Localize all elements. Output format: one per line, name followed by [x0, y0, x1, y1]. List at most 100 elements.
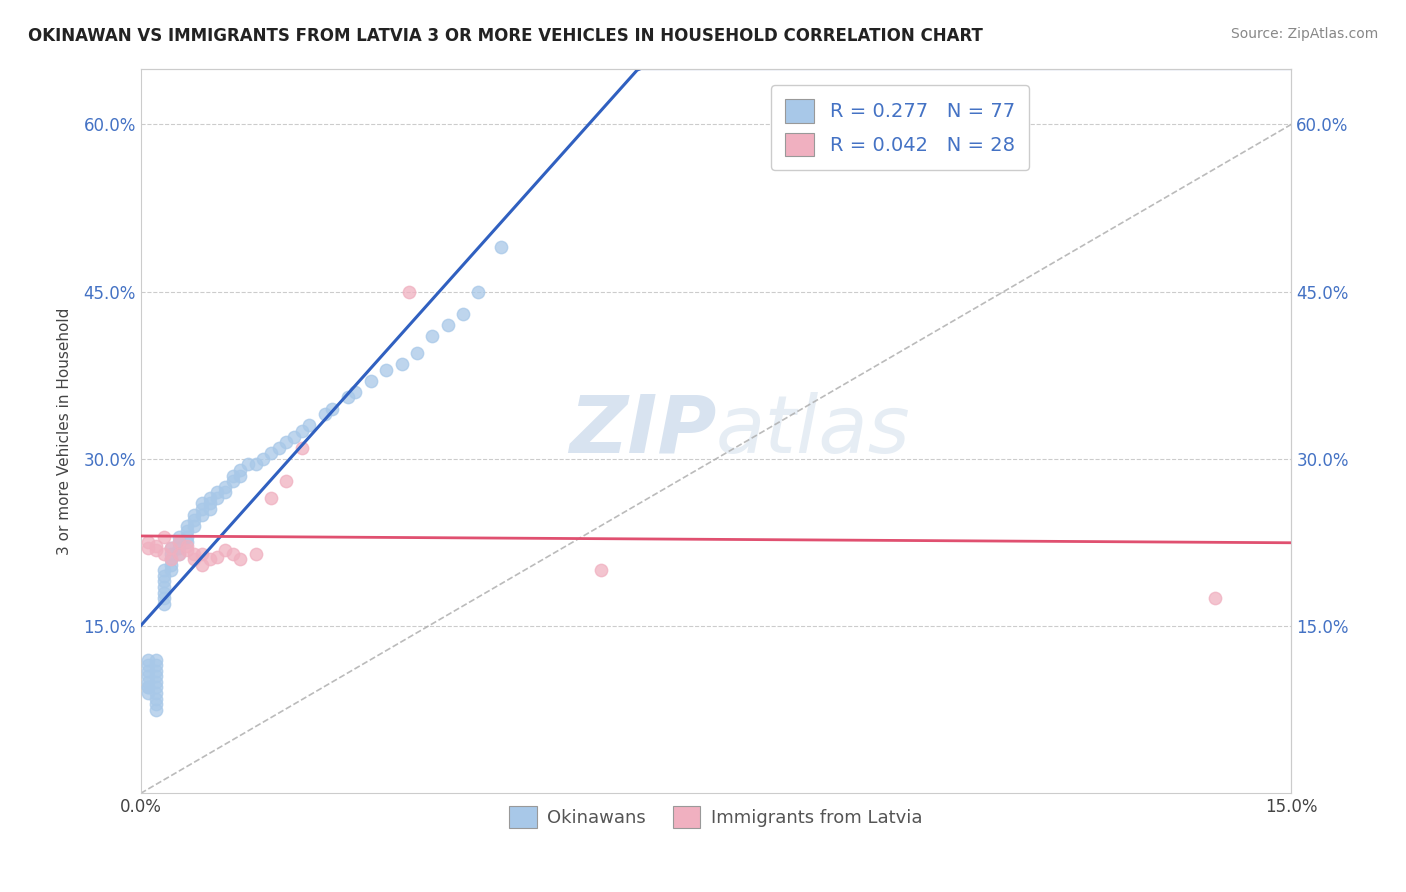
Point	[222, 474, 245, 488]
Point	[167, 535, 190, 549]
Point	[198, 496, 221, 510]
Text: OKINAWAN VS IMMIGRANTS FROM LATVIA 3 OR MORE VEHICLES IN HOUSEHOLD CORRELATION C: OKINAWAN VS IMMIGRANTS FROM LATVIA 3 OR …	[28, 27, 983, 45]
Point	[145, 658, 167, 673]
Point	[229, 463, 252, 477]
Point	[152, 530, 174, 544]
Point	[245, 458, 267, 472]
Point	[229, 552, 252, 566]
Point	[451, 307, 474, 321]
Point	[207, 485, 229, 500]
Point	[467, 285, 489, 299]
Point	[183, 552, 205, 566]
Point	[136, 664, 159, 678]
Point	[160, 558, 183, 572]
Point	[207, 549, 229, 564]
Point	[136, 658, 159, 673]
Point	[167, 530, 190, 544]
Y-axis label: 3 or more Vehicles in Household: 3 or more Vehicles in Household	[58, 307, 72, 555]
Point	[360, 374, 382, 388]
Point	[191, 496, 214, 510]
Point	[191, 558, 214, 572]
Point	[260, 446, 283, 460]
Point	[276, 474, 298, 488]
Point	[167, 547, 190, 561]
Point	[145, 543, 167, 558]
Point	[191, 508, 214, 522]
Point	[314, 407, 336, 421]
Point	[375, 362, 398, 376]
Point	[160, 541, 183, 555]
Point	[214, 543, 236, 558]
Point	[160, 552, 183, 566]
Point	[267, 441, 290, 455]
Point	[136, 652, 159, 666]
Point	[222, 468, 245, 483]
Point	[183, 518, 205, 533]
Text: ZIP: ZIP	[568, 392, 716, 470]
Point	[1204, 591, 1226, 606]
Point	[176, 543, 198, 558]
Point	[298, 418, 321, 433]
Point	[191, 502, 214, 516]
Point	[145, 686, 167, 700]
Text: atlas: atlas	[716, 392, 911, 470]
Point	[191, 547, 214, 561]
Point	[420, 329, 443, 343]
Text: Source: ZipAtlas.com: Source: ZipAtlas.com	[1230, 27, 1378, 41]
Point	[176, 535, 198, 549]
Point	[229, 468, 252, 483]
Point	[198, 552, 221, 566]
Point	[152, 547, 174, 561]
Point	[145, 539, 167, 553]
Point	[136, 535, 159, 549]
Point	[145, 674, 167, 689]
Point	[136, 681, 159, 695]
Point	[145, 681, 167, 695]
Point	[167, 547, 190, 561]
Point	[252, 451, 274, 466]
Point	[283, 429, 305, 443]
Point	[222, 547, 245, 561]
Point	[176, 518, 198, 533]
Point	[176, 524, 198, 539]
Point	[245, 547, 267, 561]
Point	[152, 597, 174, 611]
Point	[198, 502, 221, 516]
Point	[214, 485, 236, 500]
Point	[291, 424, 314, 438]
Point	[336, 391, 359, 405]
Point	[344, 384, 367, 399]
Legend: Okinawans, Immigrants from Latvia: Okinawans, Immigrants from Latvia	[502, 798, 929, 835]
Point	[136, 686, 159, 700]
Point	[276, 435, 298, 450]
Point	[152, 563, 174, 577]
Point	[136, 669, 159, 683]
Point	[136, 674, 159, 689]
Point	[152, 580, 174, 594]
Point	[152, 569, 174, 583]
Point	[260, 491, 283, 505]
Point	[405, 346, 427, 360]
Point	[321, 401, 343, 416]
Point	[291, 441, 314, 455]
Point	[398, 285, 420, 299]
Point	[136, 681, 159, 695]
Point	[167, 535, 190, 549]
Point	[160, 541, 183, 555]
Point	[160, 563, 183, 577]
Point	[183, 513, 205, 527]
Point	[160, 547, 183, 561]
Point	[145, 664, 167, 678]
Point	[145, 691, 167, 706]
Point	[183, 508, 205, 522]
Point	[145, 669, 167, 683]
Point	[145, 652, 167, 666]
Point	[145, 697, 167, 711]
Point	[152, 591, 174, 606]
Point	[236, 458, 259, 472]
Point	[436, 318, 458, 332]
Point	[160, 552, 183, 566]
Point	[145, 703, 167, 717]
Point	[176, 530, 198, 544]
Point	[167, 541, 190, 555]
